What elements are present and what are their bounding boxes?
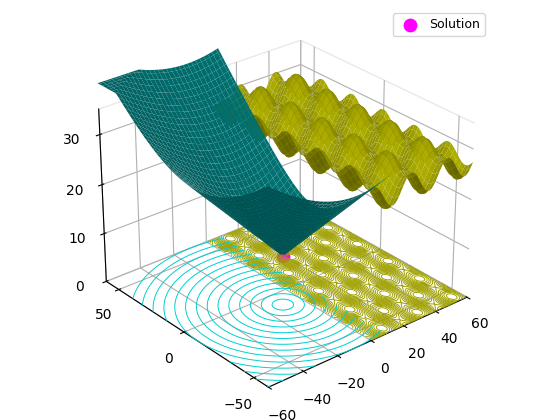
Legend: Solution: Solution <box>393 13 485 36</box>
